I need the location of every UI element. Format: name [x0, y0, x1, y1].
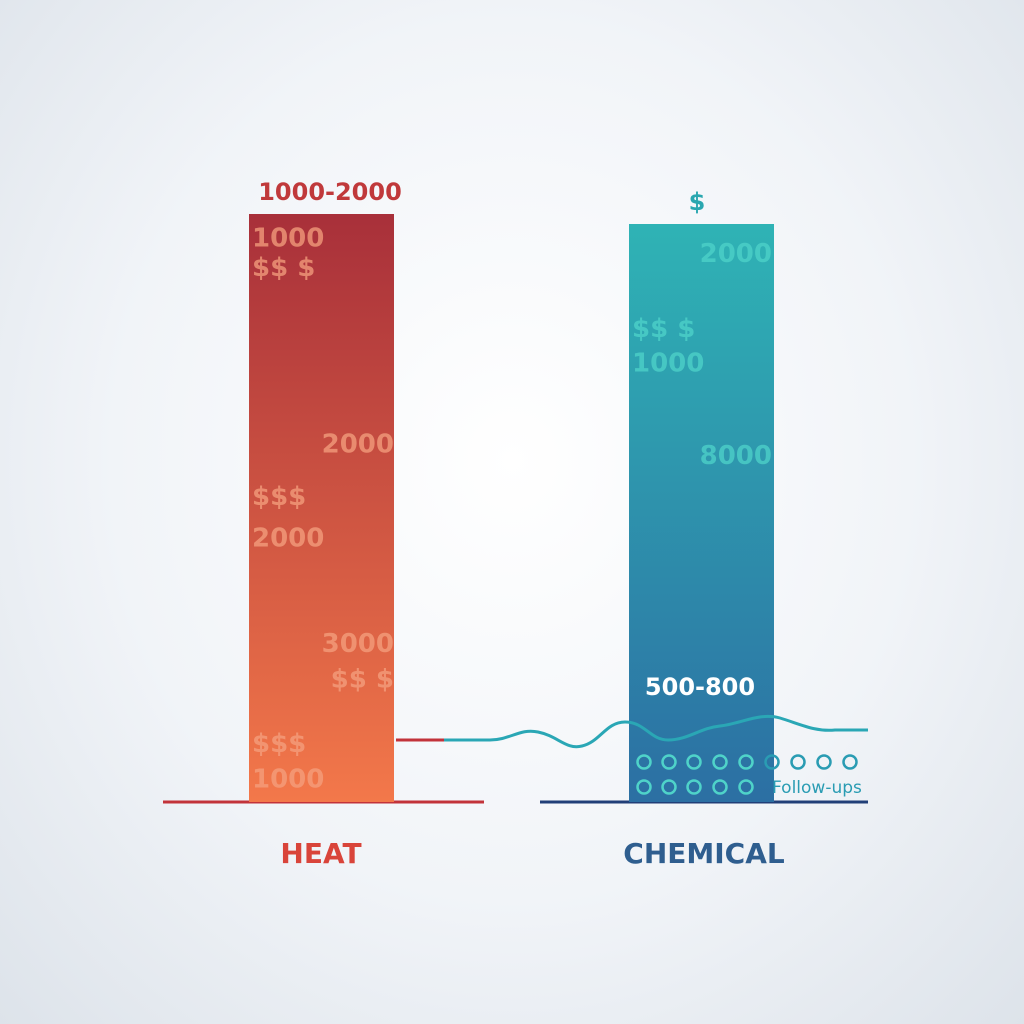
bar-heat-inner-label-5: 3000: [322, 629, 394, 659]
chemical-range-annotation: 500-800: [645, 673, 755, 701]
followup-circle-3: [712, 754, 728, 770]
followup-circle-5: [764, 754, 780, 770]
bar-chemical-range-label: $: [689, 188, 706, 216]
category-label-heat: HEAT: [280, 837, 361, 870]
bar-chemical-inner-labels: 2000 $$ $ 1000 8000: [632, 239, 772, 471]
followup-circle-12: [712, 779, 728, 795]
followup-circle-2: [686, 754, 702, 770]
bar-heat-range-label: 1000-2000: [258, 178, 402, 206]
bar-chemical-inner-label-0: 2000: [700, 239, 772, 269]
bar-heat: [249, 214, 394, 802]
category-label-chemical: CHEMICAL: [623, 837, 785, 870]
followup-circle-13: [738, 779, 754, 795]
bar-heat-inner-label-7: $$$: [252, 729, 306, 759]
followups-label: Follow-ups: [772, 778, 862, 798]
connector-wave: [444, 714, 868, 749]
followup-circle-10: [661, 779, 677, 795]
bar-heat-inner-label-0: 1000: [252, 224, 324, 254]
bar-chemical-inner-label-3: 8000: [700, 441, 772, 471]
bar-chemical-inner-label-2: 1000: [632, 349, 704, 379]
followup-circle-8: [842, 754, 858, 770]
bar-chemical: [629, 224, 774, 802]
followup-circle-4: [738, 754, 754, 770]
followup-circle-9: [636, 779, 652, 795]
bar-chemical-inner-label-1: $$ $: [632, 314, 695, 344]
bar-heat-inner-label-4: 2000: [252, 523, 324, 553]
followup-circle-6: [790, 754, 806, 770]
bar-heat-inner-label-1: $$ $: [252, 253, 315, 283]
bar-heat-inner-label-8: 1000: [252, 764, 324, 794]
bar-heat-inner-label-6: $$ $: [331, 665, 394, 695]
bar-heat-inner-label-3: $$$: [252, 482, 306, 512]
followup-circle-7: [816, 754, 832, 770]
followup-circle-11: [686, 779, 702, 795]
followup-circle-0: [636, 754, 652, 770]
bar-heat-inner-label-2: 2000: [322, 429, 394, 459]
followup-circles: [636, 754, 858, 795]
followup-circle-1: [661, 754, 677, 770]
